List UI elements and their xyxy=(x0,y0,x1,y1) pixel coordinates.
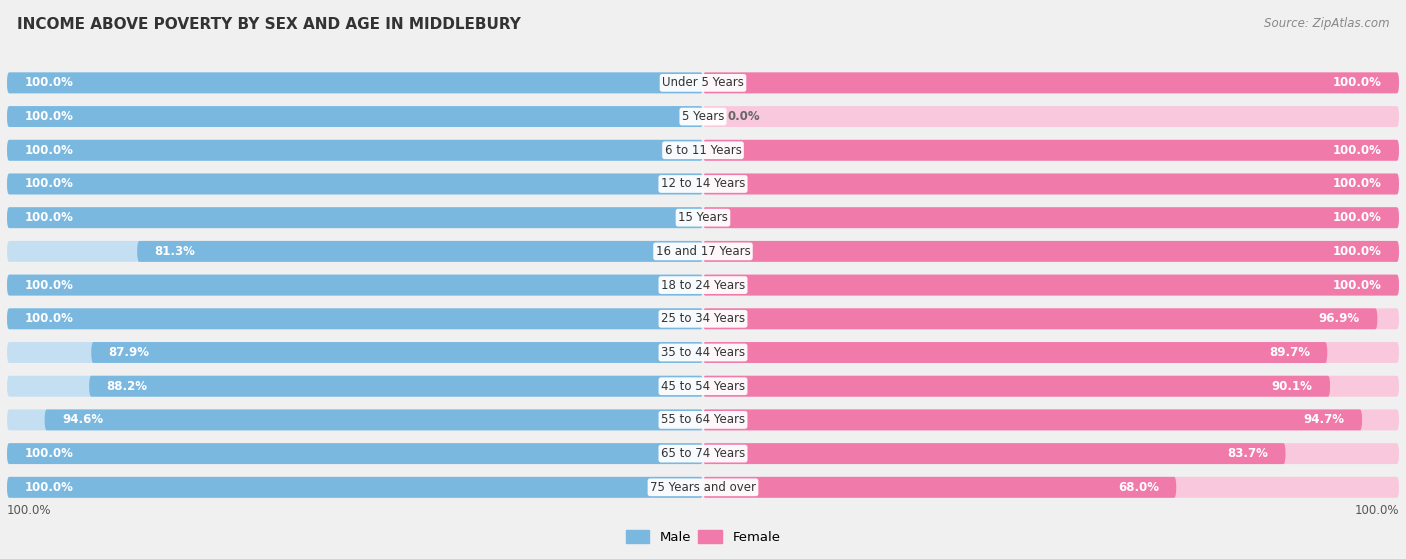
Text: 100.0%: 100.0% xyxy=(1333,245,1382,258)
FancyBboxPatch shape xyxy=(703,73,1399,93)
Text: 100.0%: 100.0% xyxy=(1333,177,1382,191)
Text: 100.0%: 100.0% xyxy=(24,144,73,157)
Text: 100.0%: 100.0% xyxy=(7,504,52,517)
FancyBboxPatch shape xyxy=(703,342,1327,363)
FancyBboxPatch shape xyxy=(703,376,1330,397)
Text: 87.9%: 87.9% xyxy=(108,346,149,359)
FancyBboxPatch shape xyxy=(7,106,703,127)
Text: 100.0%: 100.0% xyxy=(1333,144,1382,157)
FancyBboxPatch shape xyxy=(703,140,1399,161)
FancyBboxPatch shape xyxy=(703,477,1399,498)
Text: 100.0%: 100.0% xyxy=(24,312,73,325)
Text: 16 and 17 Years: 16 and 17 Years xyxy=(655,245,751,258)
FancyBboxPatch shape xyxy=(703,376,1399,397)
Text: 96.9%: 96.9% xyxy=(1319,312,1360,325)
Text: 100.0%: 100.0% xyxy=(1333,77,1382,89)
FancyBboxPatch shape xyxy=(7,241,703,262)
FancyBboxPatch shape xyxy=(703,73,1399,93)
FancyBboxPatch shape xyxy=(703,173,1399,195)
FancyBboxPatch shape xyxy=(703,274,1399,296)
FancyBboxPatch shape xyxy=(7,140,703,161)
FancyBboxPatch shape xyxy=(703,309,1399,329)
FancyBboxPatch shape xyxy=(703,207,1399,228)
Text: 100.0%: 100.0% xyxy=(24,110,73,123)
FancyBboxPatch shape xyxy=(703,274,1399,296)
FancyBboxPatch shape xyxy=(7,477,703,498)
FancyBboxPatch shape xyxy=(7,443,703,464)
FancyBboxPatch shape xyxy=(703,207,1399,228)
Text: 89.7%: 89.7% xyxy=(1268,346,1310,359)
Text: 6 to 11 Years: 6 to 11 Years xyxy=(665,144,741,157)
FancyBboxPatch shape xyxy=(703,241,1399,262)
FancyBboxPatch shape xyxy=(138,241,703,262)
FancyBboxPatch shape xyxy=(7,73,703,93)
Text: 100.0%: 100.0% xyxy=(1354,504,1399,517)
Text: 12 to 14 Years: 12 to 14 Years xyxy=(661,177,745,191)
Text: 100.0%: 100.0% xyxy=(1333,278,1382,292)
FancyBboxPatch shape xyxy=(703,443,1285,464)
Text: 100.0%: 100.0% xyxy=(24,278,73,292)
FancyBboxPatch shape xyxy=(7,274,703,296)
FancyBboxPatch shape xyxy=(7,173,703,195)
FancyBboxPatch shape xyxy=(7,173,703,195)
Text: 68.0%: 68.0% xyxy=(1118,481,1159,494)
Text: 25 to 34 Years: 25 to 34 Years xyxy=(661,312,745,325)
Text: 90.1%: 90.1% xyxy=(1272,380,1313,393)
Text: Source: ZipAtlas.com: Source: ZipAtlas.com xyxy=(1264,17,1389,30)
FancyBboxPatch shape xyxy=(7,140,703,161)
FancyBboxPatch shape xyxy=(703,409,1362,430)
FancyBboxPatch shape xyxy=(7,409,703,430)
FancyBboxPatch shape xyxy=(7,309,703,329)
FancyBboxPatch shape xyxy=(703,477,1177,498)
FancyBboxPatch shape xyxy=(7,207,703,228)
FancyBboxPatch shape xyxy=(703,173,1399,195)
Text: INCOME ABOVE POVERTY BY SEX AND AGE IN MIDDLEBURY: INCOME ABOVE POVERTY BY SEX AND AGE IN M… xyxy=(17,17,520,32)
Text: 88.2%: 88.2% xyxy=(107,380,148,393)
FancyBboxPatch shape xyxy=(703,106,1399,127)
Text: 35 to 44 Years: 35 to 44 Years xyxy=(661,346,745,359)
Text: 83.7%: 83.7% xyxy=(1227,447,1268,460)
FancyBboxPatch shape xyxy=(7,376,703,397)
FancyBboxPatch shape xyxy=(7,443,703,464)
FancyBboxPatch shape xyxy=(703,140,1399,161)
FancyBboxPatch shape xyxy=(703,443,1399,464)
Text: 100.0%: 100.0% xyxy=(24,77,73,89)
FancyBboxPatch shape xyxy=(7,342,703,363)
Text: 100.0%: 100.0% xyxy=(24,177,73,191)
FancyBboxPatch shape xyxy=(89,376,703,397)
FancyBboxPatch shape xyxy=(45,409,703,430)
Text: 18 to 24 Years: 18 to 24 Years xyxy=(661,278,745,292)
FancyBboxPatch shape xyxy=(703,342,1399,363)
Text: 100.0%: 100.0% xyxy=(24,447,73,460)
Legend: Male, Female: Male, Female xyxy=(620,524,786,549)
Text: 100.0%: 100.0% xyxy=(1333,211,1382,224)
Text: 94.7%: 94.7% xyxy=(1303,414,1344,427)
Text: 45 to 54 Years: 45 to 54 Years xyxy=(661,380,745,393)
Text: 75 Years and over: 75 Years and over xyxy=(650,481,756,494)
Text: 5 Years: 5 Years xyxy=(682,110,724,123)
FancyBboxPatch shape xyxy=(7,274,703,296)
FancyBboxPatch shape xyxy=(703,409,1399,430)
Text: 55 to 64 Years: 55 to 64 Years xyxy=(661,414,745,427)
Text: 100.0%: 100.0% xyxy=(24,211,73,224)
Text: 100.0%: 100.0% xyxy=(24,481,73,494)
Text: 81.3%: 81.3% xyxy=(155,245,195,258)
FancyBboxPatch shape xyxy=(7,106,703,127)
FancyBboxPatch shape xyxy=(703,309,1378,329)
Text: Under 5 Years: Under 5 Years xyxy=(662,77,744,89)
Text: 94.6%: 94.6% xyxy=(62,414,103,427)
Text: 15 Years: 15 Years xyxy=(678,211,728,224)
FancyBboxPatch shape xyxy=(7,477,703,498)
FancyBboxPatch shape xyxy=(91,342,703,363)
FancyBboxPatch shape xyxy=(7,207,703,228)
FancyBboxPatch shape xyxy=(7,73,703,93)
Text: 0.0%: 0.0% xyxy=(727,110,761,123)
FancyBboxPatch shape xyxy=(7,309,703,329)
Text: 65 to 74 Years: 65 to 74 Years xyxy=(661,447,745,460)
FancyBboxPatch shape xyxy=(703,241,1399,262)
